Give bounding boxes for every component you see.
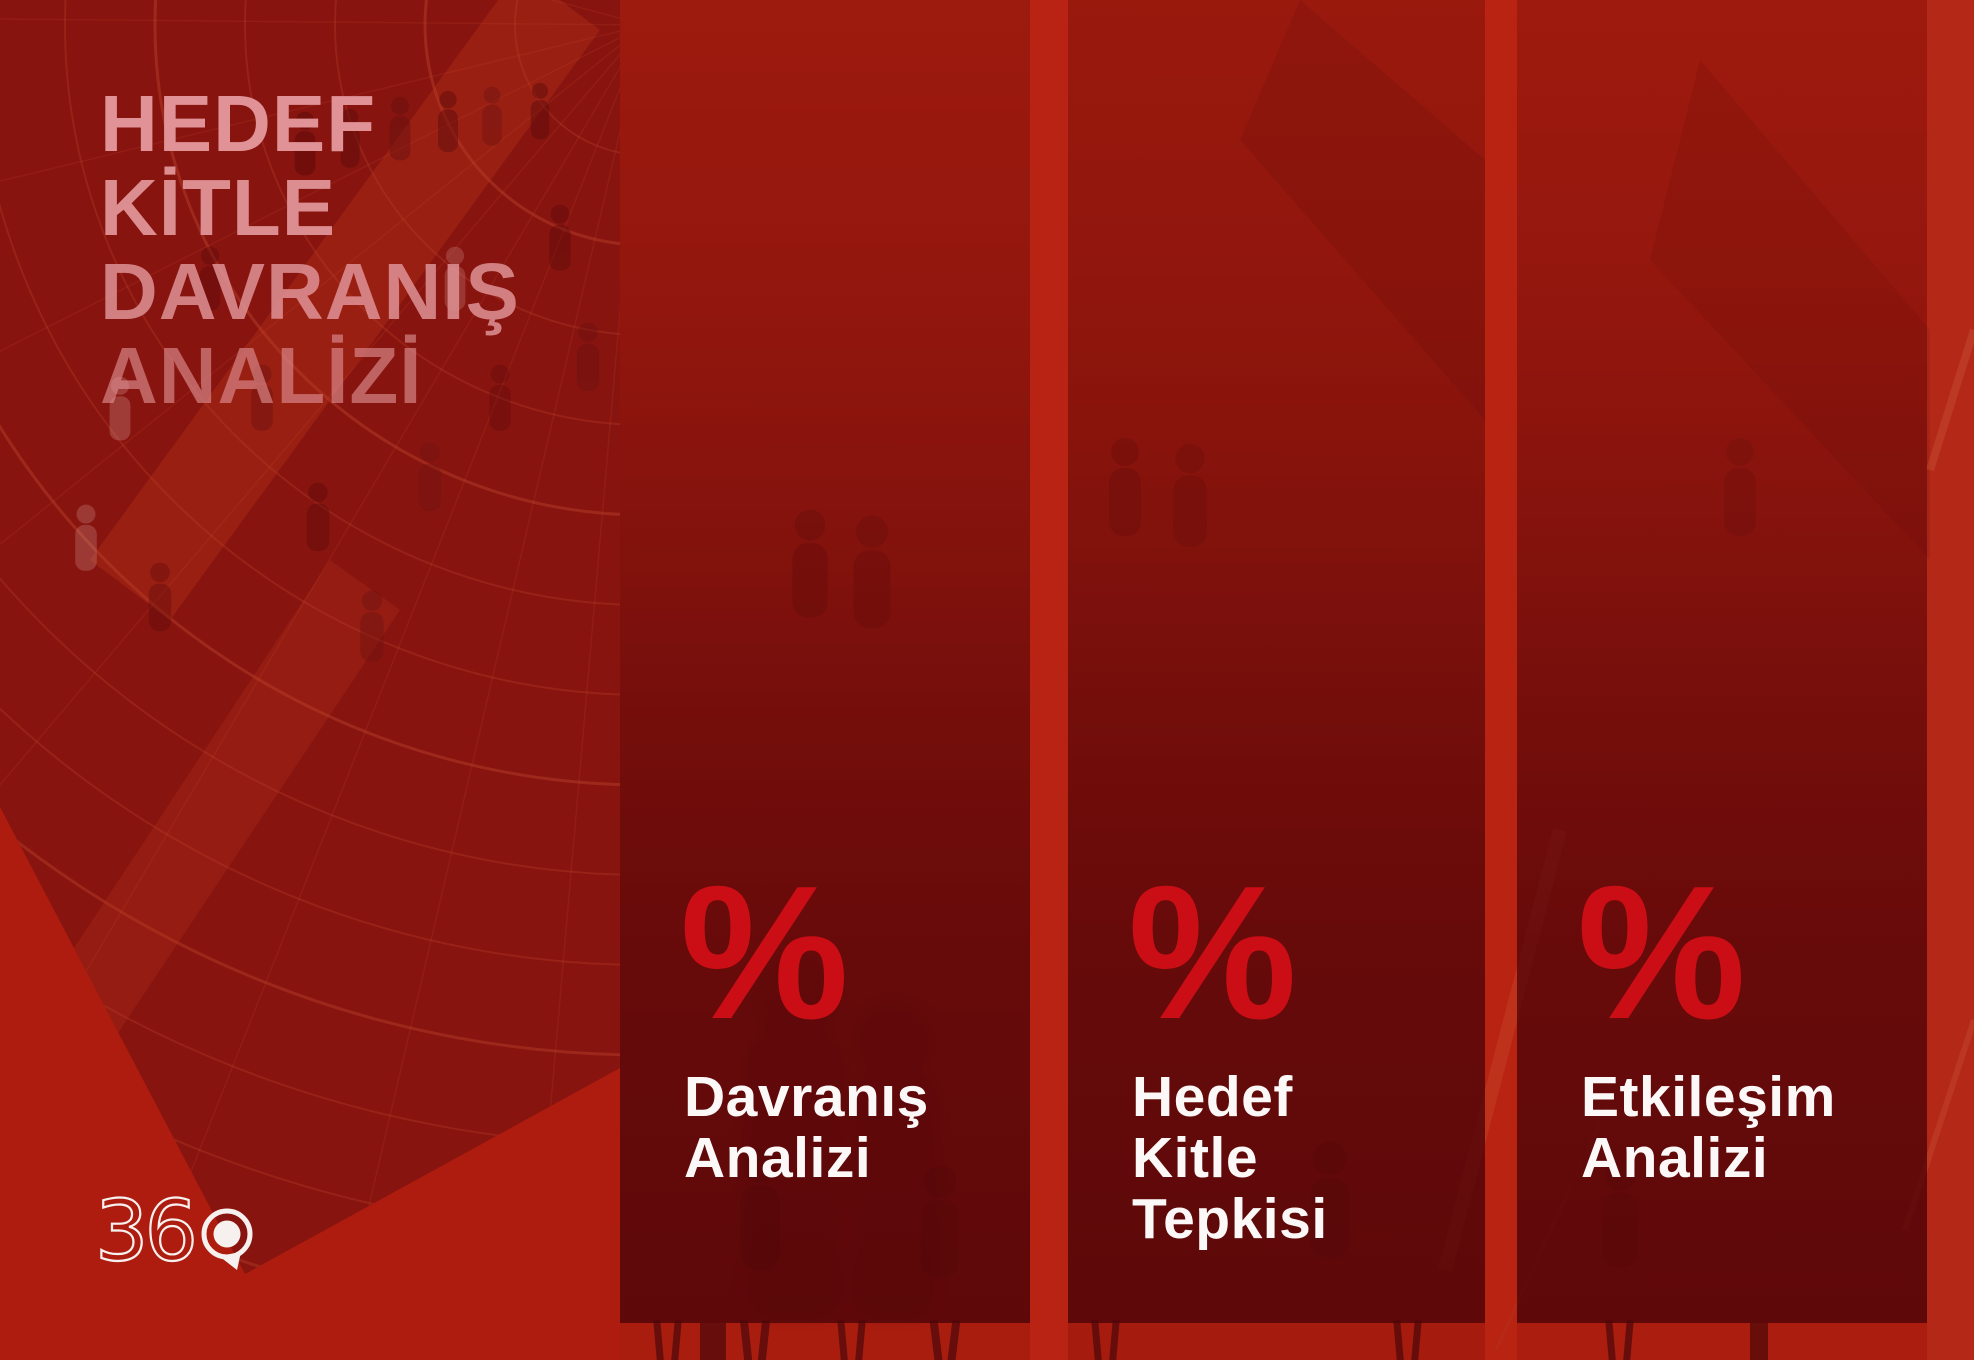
- page-title: HEDEF KİTLE DAVRANIŞ ANALİZİ: [100, 82, 520, 418]
- crowd-silhouettes: [653, 1319, 1768, 1360]
- page-title-line: ANALİZİ: [100, 331, 423, 420]
- logo-360-graphic: 36: [94, 1181, 253, 1281]
- logo-bubble-icon: [201, 1208, 253, 1270]
- card-label: Davranış Analizi: [684, 1065, 929, 1190]
- percent-symbol: %: [1128, 847, 1297, 1059]
- logo-360: 36: [94, 1181, 265, 1281]
- card-hedef-kitle-tepkisi: % Hedef Kitle Tepkisi: [1068, 0, 1485, 1323]
- page-title-line: DAVRANIŞ: [100, 247, 520, 336]
- card-etkilesim-analizi: % Etkileşim Analizi: [1517, 0, 1927, 1323]
- logo-digits: 36: [95, 1196, 194, 1274]
- card-label: Etkileşim Analizi: [1581, 1065, 1836, 1190]
- page-title-line: HEDEF: [100, 79, 377, 168]
- percent-symbol: %: [1577, 847, 1746, 1059]
- card-davranis-analizi: % Davranış Analizi: [620, 0, 1030, 1323]
- card-label: Hedef Kitle Tepkisi: [1132, 1065, 1328, 1251]
- percent-symbol: %: [680, 847, 849, 1059]
- page-title-line: KİTLE: [100, 163, 337, 252]
